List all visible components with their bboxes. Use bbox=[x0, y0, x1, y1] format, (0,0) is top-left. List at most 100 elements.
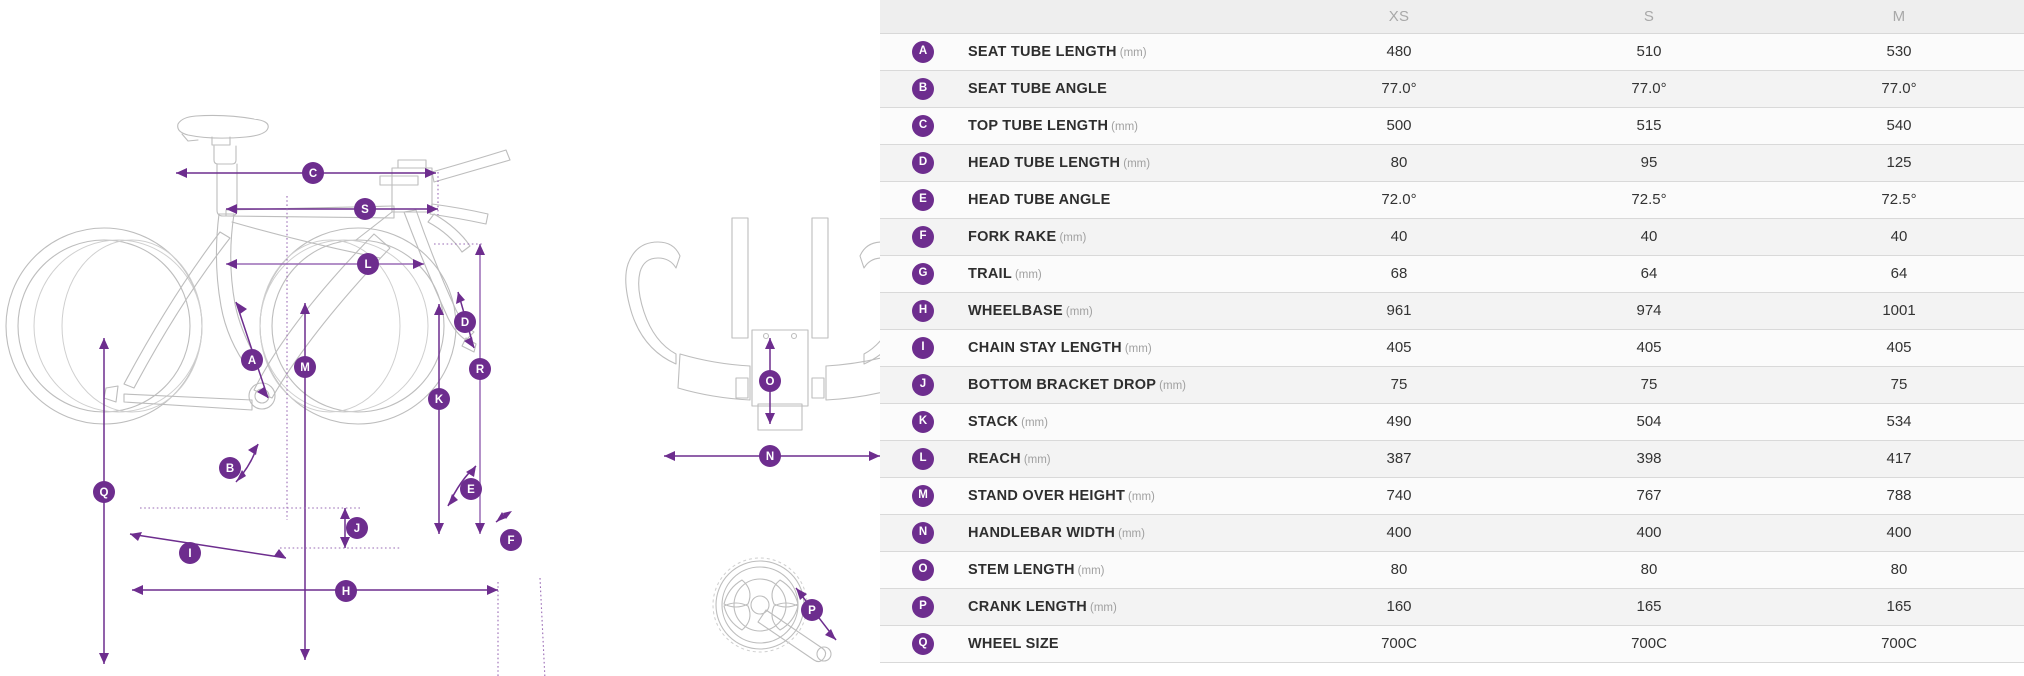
svg-text:C: C bbox=[309, 168, 317, 180]
table-row: P CRANK LENGTH (mm) 160 165 165 bbox=[880, 588, 2024, 626]
svg-text:A: A bbox=[248, 355, 256, 367]
callout-badge-A: A bbox=[241, 349, 263, 371]
row-badge-m: M bbox=[912, 484, 934, 507]
row-badge-cell: P bbox=[880, 588, 966, 626]
handlebar-top-view bbox=[625, 217, 880, 431]
dimension-L bbox=[226, 259, 424, 269]
row-unit-text: (mm) bbox=[1128, 490, 1155, 503]
table-row: M STAND OVER HEIGHT (mm) 740 767 788 bbox=[880, 477, 2024, 515]
row-unit-text: (mm) bbox=[1065, 305, 1093, 318]
dimension-J bbox=[140, 507, 400, 549]
row-value-xs: 500 bbox=[1274, 107, 1524, 145]
dimension-I bbox=[129, 532, 287, 559]
table-row: C TOP TUBE LENGTH (mm) 500 515 540 bbox=[880, 107, 2024, 145]
row-label-text: STEM LENGTH bbox=[968, 561, 1075, 578]
row-value-m: 400 bbox=[1774, 514, 2024, 552]
row-badge-cell: D bbox=[880, 144, 966, 182]
row-value-xs: 405 bbox=[1274, 329, 1524, 367]
dimension-S bbox=[226, 172, 439, 215]
table-row: O STEM LENGTH (mm) 80 80 80 bbox=[880, 551, 2024, 589]
row-unit-text: (mm) bbox=[1014, 268, 1042, 281]
row-value-m: 1001 bbox=[1774, 292, 2024, 330]
row-value-s: 77.0° bbox=[1524, 70, 1774, 108]
row-value-s: 72.5° bbox=[1524, 181, 1774, 219]
row-label-text: BOTTOM BRACKET DROP bbox=[968, 376, 1157, 393]
row-label-text: TRAIL bbox=[968, 265, 1012, 282]
svg-text:H: H bbox=[342, 586, 350, 598]
row-value-s: 974 bbox=[1524, 292, 1774, 330]
row-unit-text: (mm) bbox=[1090, 601, 1117, 614]
row-label-cell: BOTTOM BRACKET DROP (mm) bbox=[966, 366, 1274, 404]
table-row: D HEAD TUBE LENGTH (mm) 80 95 125 bbox=[880, 144, 2024, 182]
row-badge-cell: G bbox=[880, 255, 966, 293]
row-value-m: 75 bbox=[1774, 366, 2024, 404]
row-badge-cell: L bbox=[880, 440, 966, 478]
header-label-col bbox=[966, 0, 1274, 34]
row-value-m: 530 bbox=[1774, 33, 2024, 71]
callout-badge-L: L bbox=[357, 253, 379, 275]
row-unit-text: (mm) bbox=[1118, 527, 1145, 540]
row-value-xs: 400 bbox=[1274, 514, 1524, 552]
row-badge-a: A bbox=[912, 40, 934, 63]
row-badge-cell: Q bbox=[880, 625, 966, 663]
row-label-text: WHEEL SIZE bbox=[968, 635, 1059, 652]
row-label-cell: HANDLEBAR WIDTH (mm) bbox=[966, 514, 1274, 552]
row-label-cell: SEAT TUBE ANGLE bbox=[966, 70, 1274, 108]
row-label-cell: TOP TUBE LENGTH (mm) bbox=[966, 107, 1274, 145]
callout-badge-J: J bbox=[346, 517, 368, 539]
row-label-cell: TRAIL (mm) bbox=[966, 255, 1274, 293]
row-badge-cell: J bbox=[880, 366, 966, 404]
row-badge-cell: E bbox=[880, 181, 966, 219]
row-badge-cell: O bbox=[880, 551, 966, 589]
callout-badge-H: H bbox=[335, 580, 357, 602]
table-row: G TRAIL (mm) 68 64 64 bbox=[880, 255, 2024, 293]
table-row: L REACH (mm) 387 398 417 bbox=[880, 440, 2024, 478]
row-value-xs: 68 bbox=[1274, 255, 1524, 293]
svg-text:L: L bbox=[364, 259, 371, 271]
row-unit-text: (mm) bbox=[1111, 120, 1138, 133]
callout-badge-C: C bbox=[302, 162, 324, 184]
row-value-xs: 740 bbox=[1274, 477, 1524, 515]
row-unit-text: (mm) bbox=[1159, 379, 1186, 392]
row-badge-g: G bbox=[912, 262, 934, 285]
row-value-m: 40 bbox=[1774, 218, 2024, 256]
svg-text:M: M bbox=[300, 362, 310, 374]
row-value-s: 405 bbox=[1524, 329, 1774, 367]
dimension-B bbox=[235, 443, 259, 483]
row-value-xs: 160 bbox=[1274, 588, 1524, 626]
row-badge-cell: K bbox=[880, 403, 966, 441]
callout-badge-B: B bbox=[219, 457, 241, 479]
callout-badge-S: S bbox=[354, 198, 376, 220]
row-badge-b: B bbox=[912, 77, 934, 100]
row-value-m: 80 bbox=[1774, 551, 2024, 589]
row-badge-cell: F bbox=[880, 218, 966, 256]
header-size-s: S bbox=[1524, 0, 1774, 34]
row-value-m: 165 bbox=[1774, 588, 2024, 626]
callout-badge-Q: Q bbox=[93, 481, 115, 503]
row-value-s: 767 bbox=[1524, 477, 1774, 515]
svg-text:N: N bbox=[766, 451, 774, 463]
row-label-text: TOP TUBE LENGTH bbox=[968, 117, 1109, 134]
row-badge-cell: H bbox=[880, 292, 966, 330]
row-value-s: 504 bbox=[1524, 403, 1774, 441]
row-label-cell: STEM LENGTH (mm) bbox=[966, 551, 1274, 589]
table-row: K STACK (mm) 490 504 534 bbox=[880, 403, 2024, 441]
table-body: A SEAT TUBE LENGTH (mm) 480 510 530 B SEAT TUBE… bbox=[880, 33, 2024, 663]
row-value-s: 515 bbox=[1524, 107, 1774, 145]
row-label-cell: SEAT TUBE LENGTH (mm) bbox=[966, 33, 1274, 71]
header-badge-col bbox=[880, 0, 966, 34]
row-badge-cell: M bbox=[880, 477, 966, 515]
row-value-s: 75 bbox=[1524, 366, 1774, 404]
row-value-m: 700C bbox=[1774, 625, 2024, 663]
table-row: Q WHEEL SIZE 700C 700C 700C bbox=[880, 625, 2024, 663]
svg-text:Q: Q bbox=[100, 487, 109, 499]
row-value-m: 77.0° bbox=[1774, 70, 2024, 108]
table-row: B SEAT TUBE ANGLE 77.0° 77.0° 77.0° bbox=[880, 70, 2024, 108]
row-label-text: CRANK LENGTH bbox=[968, 598, 1087, 615]
header-size-xs: XS bbox=[1274, 0, 1524, 34]
row-value-s: 398 bbox=[1524, 440, 1774, 478]
row-unit-text: (mm) bbox=[1059, 231, 1087, 244]
row-label-cell: HEAD TUBE LENGTH (mm) bbox=[966, 144, 1274, 182]
svg-text:R: R bbox=[476, 364, 485, 376]
